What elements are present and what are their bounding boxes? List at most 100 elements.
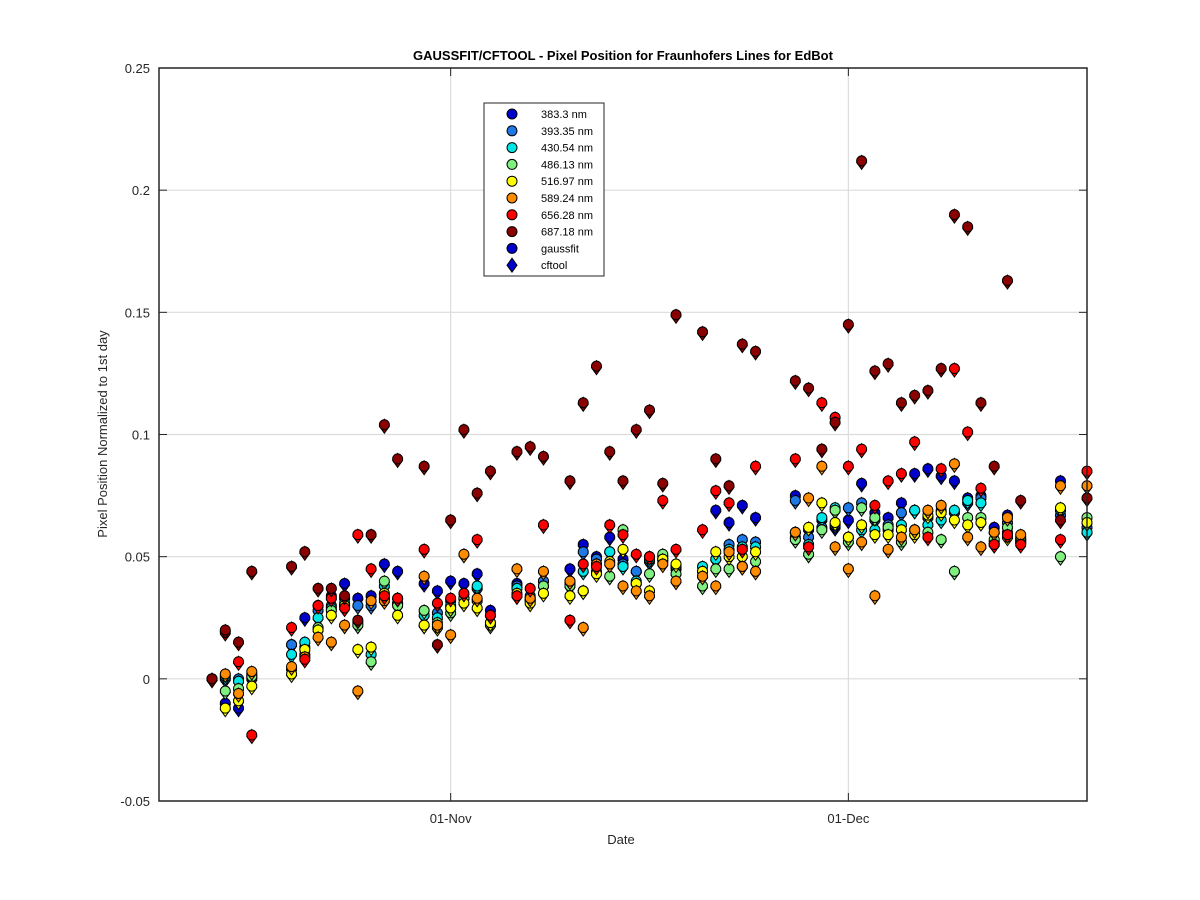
gaussfit-point: [312, 600, 324, 612]
legend-entry: 486.13 nm: [506, 158, 593, 171]
gaussfit-point: [975, 541, 987, 553]
gaussfit-point: [657, 558, 669, 570]
legend-entry: 589.24 nm: [506, 192, 593, 205]
gaussfit-point: [962, 426, 974, 438]
gaussfit-point: [471, 592, 483, 604]
gaussfit-point: [895, 531, 907, 543]
gaussfit-point: [617, 529, 629, 541]
gaussfit-point: [299, 546, 311, 558]
legend-entry: 393.35 nm: [506, 125, 593, 138]
gaussfit-point: [604, 519, 616, 531]
gaussfit-point: [246, 729, 258, 741]
legend-entry: 687.18 nm: [506, 226, 593, 239]
gaussfit-point: [286, 622, 298, 634]
gaussfit-point: [445, 592, 457, 604]
y-tick-label: 0.1: [132, 428, 150, 443]
gaussfit-point: [670, 543, 682, 555]
gaussfit-point: [365, 595, 377, 607]
gaussfit-point: [445, 575, 457, 587]
y-tick-label: 0.05: [125, 550, 150, 565]
gaussfit-point: [657, 477, 669, 489]
gaussfit-point: [630, 548, 642, 560]
gaussfit-point: [577, 622, 589, 634]
y-tick-label: 0: [143, 672, 150, 687]
legend-marker-circle: [506, 226, 518, 238]
chart-title: GAUSSFIT/CFTOOL - Pixel Position for Fra…: [413, 48, 834, 63]
legend-box: [483, 102, 605, 277]
gaussfit-point: [524, 582, 536, 594]
gaussfit-point: [816, 397, 828, 409]
gaussfit-point: [829, 416, 841, 428]
gaussfit-point: [590, 560, 602, 572]
legend-marker-circle: [506, 142, 518, 154]
gaussfit-point: [524, 441, 536, 453]
legend-label: 383.3 nm: [541, 109, 587, 121]
legend-label: 393.35 nm: [541, 126, 593, 138]
gaussfit-point: [471, 580, 483, 592]
gaussfit-point: [352, 614, 364, 626]
gaussfit-point: [1015, 494, 1027, 506]
legend-entry: 656.28 nm: [506, 209, 593, 222]
gaussfit-point: [895, 397, 907, 409]
gaussfit-point: [418, 619, 430, 631]
gaussfit-point: [909, 504, 921, 516]
gaussfit-point: [710, 453, 722, 465]
gaussfit-point: [431, 639, 443, 651]
gaussfit-point: [816, 524, 828, 536]
gaussfit-point: [392, 609, 404, 621]
legend-entry: gaussfit: [506, 242, 579, 255]
gaussfit-point: [922, 385, 934, 397]
gaussfit-point: [803, 382, 815, 394]
legend-label: 656.28 nm: [541, 210, 593, 222]
gaussfit-point: [577, 558, 589, 570]
gaussfit-point: [564, 563, 576, 575]
gaussfit-point: [697, 570, 709, 582]
gaussfit-point: [856, 155, 868, 167]
gaussfit-point: [365, 563, 377, 575]
gaussfit-point: [723, 516, 735, 528]
gaussfit-point: [948, 475, 960, 487]
series-656-28-nm: [206, 362, 1093, 745]
gaussfit-point: [431, 597, 443, 609]
gaussfit-point: [458, 548, 470, 560]
x-axis-label: Date: [607, 832, 634, 847]
gaussfit-point: [856, 519, 868, 531]
gaussfit-point: [869, 365, 881, 377]
gaussfit-point: [604, 446, 616, 458]
legend-marker-circle: [506, 242, 518, 254]
gaussfit-point: [1001, 529, 1013, 541]
gaussfit-point: [842, 319, 854, 331]
legend-label: cftool: [541, 260, 567, 272]
legend-marker-diamond: [506, 257, 518, 274]
gaussfit-point: [869, 590, 881, 602]
gaussfit-point: [750, 345, 762, 357]
gaussfit-point: [975, 497, 987, 509]
gaussfit-point: [750, 512, 762, 524]
gaussfit-point: [988, 538, 1000, 550]
gaussfit-point: [816, 512, 828, 524]
gaussfit-point: [511, 590, 523, 602]
gaussfit-point: [803, 492, 815, 504]
gaussfit-point: [617, 580, 629, 592]
gaussfit-point: [657, 494, 669, 506]
gaussfit-point: [644, 551, 656, 563]
gaussfit-point: [644, 590, 656, 602]
gaussfit-point: [339, 619, 351, 631]
gaussfit-point: [697, 524, 709, 536]
gaussfit-point: [723, 497, 735, 509]
gaussfit-point: [842, 563, 854, 575]
gaussfit-point: [617, 543, 629, 555]
legend-entry: 430.54 nm: [506, 142, 593, 155]
gaussfit-point: [325, 609, 337, 621]
gaussfit-point: [975, 397, 987, 409]
gaussfit-point: [895, 468, 907, 480]
gaussfit-point: [246, 565, 258, 577]
gaussfit-point: [697, 326, 709, 338]
y-tick-label: 0.15: [125, 305, 150, 320]
data-points: [206, 154, 1093, 745]
gaussfit-point: [564, 475, 576, 487]
gaussfit-point: [365, 656, 377, 668]
gaussfit-point: [418, 570, 430, 582]
gaussfit-point: [564, 590, 576, 602]
